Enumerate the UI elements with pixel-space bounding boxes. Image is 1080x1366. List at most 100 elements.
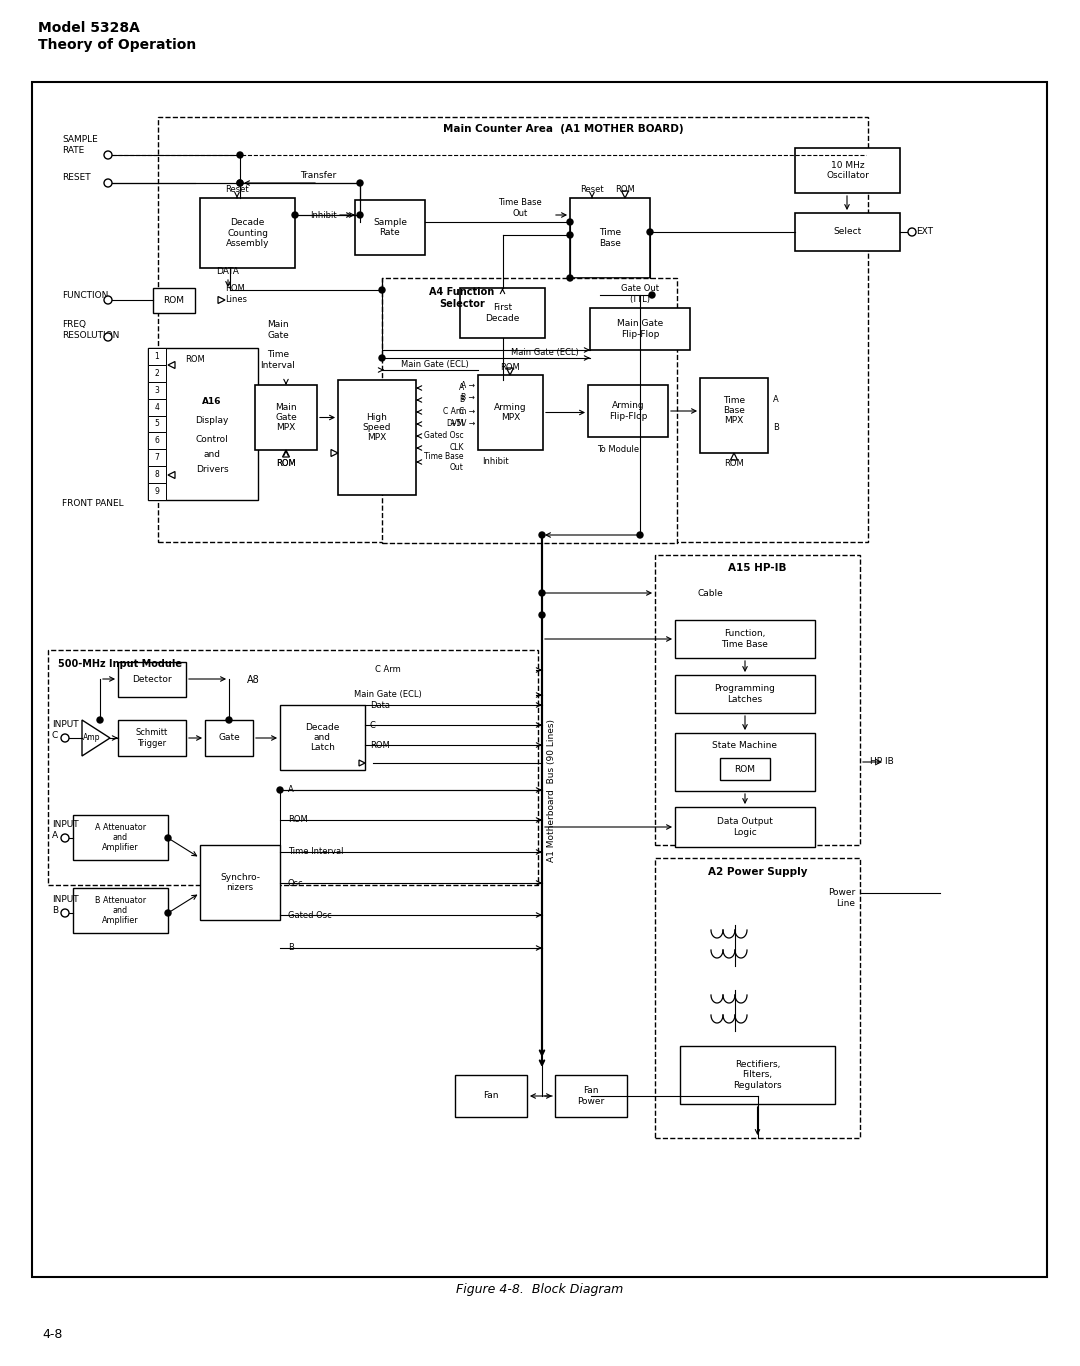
Bar: [255, 385, 318, 449]
Text: +5V →: +5V →: [449, 419, 475, 429]
Text: A: A: [773, 396, 779, 404]
Circle shape: [60, 908, 69, 917]
Text: Decade
Counting
Assembly: Decade Counting Assembly: [226, 219, 269, 247]
Text: Drivers: Drivers: [195, 464, 228, 474]
Text: Rectifiers,
Filters,
Regulators: Rectifiers, Filters, Regulators: [733, 1060, 782, 1090]
Text: B: B: [288, 944, 294, 952]
Text: INPUT
B: INPUT B: [52, 895, 79, 915]
Bar: [654, 555, 860, 846]
Circle shape: [60, 734, 69, 742]
Circle shape: [379, 287, 384, 292]
Text: Main Gate (ECL): Main Gate (ECL): [354, 690, 422, 699]
Text: ROM: ROM: [163, 296, 185, 305]
Bar: [148, 365, 166, 381]
Text: ROM
Lines: ROM Lines: [225, 284, 247, 303]
Text: A2 Power Supply: A2 Power Supply: [707, 867, 807, 877]
Bar: [720, 758, 770, 780]
Bar: [460, 288, 545, 337]
Text: B Attenuator
and
Amplifier: B Attenuator and Amplifier: [95, 896, 146, 925]
Bar: [148, 433, 166, 449]
Circle shape: [165, 835, 171, 841]
Bar: [795, 213, 900, 251]
Text: HP IB: HP IB: [870, 758, 894, 766]
Text: 4-8: 4-8: [42, 1329, 63, 1341]
Bar: [654, 858, 860, 1138]
Text: Time Base
Out: Time Base Out: [498, 198, 542, 217]
Text: Power
Line: Power Line: [827, 888, 855, 907]
Circle shape: [276, 787, 283, 794]
Bar: [73, 816, 168, 861]
Circle shape: [104, 152, 112, 158]
Text: 10 MHz
Oscillator: 10 MHz Oscillator: [826, 161, 869, 180]
Circle shape: [567, 275, 573, 281]
Bar: [588, 385, 669, 437]
Bar: [148, 449, 166, 466]
Text: Model 5328A: Model 5328A: [38, 20, 140, 36]
Bar: [700, 378, 768, 454]
Text: Main
Gate: Main Gate: [267, 320, 288, 340]
Bar: [382, 279, 677, 544]
Text: INPUT
A: INPUT A: [52, 821, 79, 840]
Bar: [200, 846, 280, 919]
Text: FREQ
RESOLUTION: FREQ RESOLUTION: [62, 320, 120, 340]
Text: Figure 4-8.  Block Diagram: Figure 4-8. Block Diagram: [457, 1284, 623, 1296]
Text: 1: 1: [154, 352, 160, 361]
Bar: [675, 734, 815, 791]
Text: Selector: Selector: [440, 299, 485, 309]
Text: Gated Osc: Gated Osc: [288, 911, 332, 919]
Circle shape: [649, 292, 654, 298]
Circle shape: [104, 333, 112, 342]
Text: Main Gate (ECL): Main Gate (ECL): [511, 347, 579, 357]
Circle shape: [539, 590, 545, 596]
Text: ROM: ROM: [724, 459, 744, 467]
Bar: [148, 399, 166, 415]
Bar: [118, 720, 186, 755]
Text: ROM: ROM: [370, 740, 390, 750]
Bar: [455, 1075, 527, 1117]
Circle shape: [357, 212, 363, 219]
Bar: [200, 198, 295, 268]
Bar: [280, 705, 365, 770]
Text: RESET: RESET: [62, 173, 91, 183]
Text: Reset: Reset: [580, 186, 604, 194]
Text: Data: Data: [370, 701, 390, 709]
Text: C Arm: C Arm: [375, 665, 401, 675]
Text: EXT: EXT: [916, 228, 933, 236]
Bar: [148, 415, 166, 433]
Text: Gated Osc: Gated Osc: [424, 432, 464, 440]
Text: Osc: Osc: [288, 878, 303, 888]
Text: ROM: ROM: [500, 362, 519, 372]
Text: Function,
Time Base: Function, Time Base: [721, 630, 769, 649]
Text: 4: 4: [154, 403, 160, 411]
Text: Amp: Amp: [83, 734, 100, 743]
Circle shape: [637, 531, 643, 538]
Text: A16: A16: [202, 396, 221, 406]
Text: Transfer: Transfer: [300, 172, 336, 180]
Text: C: C: [459, 407, 464, 417]
Bar: [48, 650, 538, 885]
Bar: [118, 663, 186, 697]
Bar: [205, 720, 253, 755]
Text: C Arm →: C Arm →: [443, 407, 475, 415]
Bar: [675, 807, 815, 847]
Bar: [73, 888, 168, 933]
Bar: [555, 1075, 627, 1117]
Text: A8: A8: [246, 675, 259, 684]
Bar: [32, 82, 1047, 1277]
Text: Reset: Reset: [226, 186, 248, 194]
Circle shape: [567, 219, 573, 225]
Text: Data Output
Logic: Data Output Logic: [717, 817, 773, 837]
Bar: [148, 466, 166, 484]
Bar: [590, 307, 690, 350]
Text: ROM: ROM: [734, 765, 756, 773]
Circle shape: [292, 212, 298, 219]
Text: High
Speed
MPX: High Speed MPX: [363, 413, 391, 443]
Bar: [148, 348, 258, 500]
Bar: [355, 199, 426, 255]
Text: 8: 8: [154, 470, 160, 479]
Text: INPUT
C: INPUT C: [52, 720, 79, 740]
Text: Sample
Rate: Sample Rate: [373, 217, 407, 238]
Circle shape: [237, 152, 243, 158]
Text: DVM: DVM: [446, 419, 464, 429]
Bar: [478, 376, 543, 449]
